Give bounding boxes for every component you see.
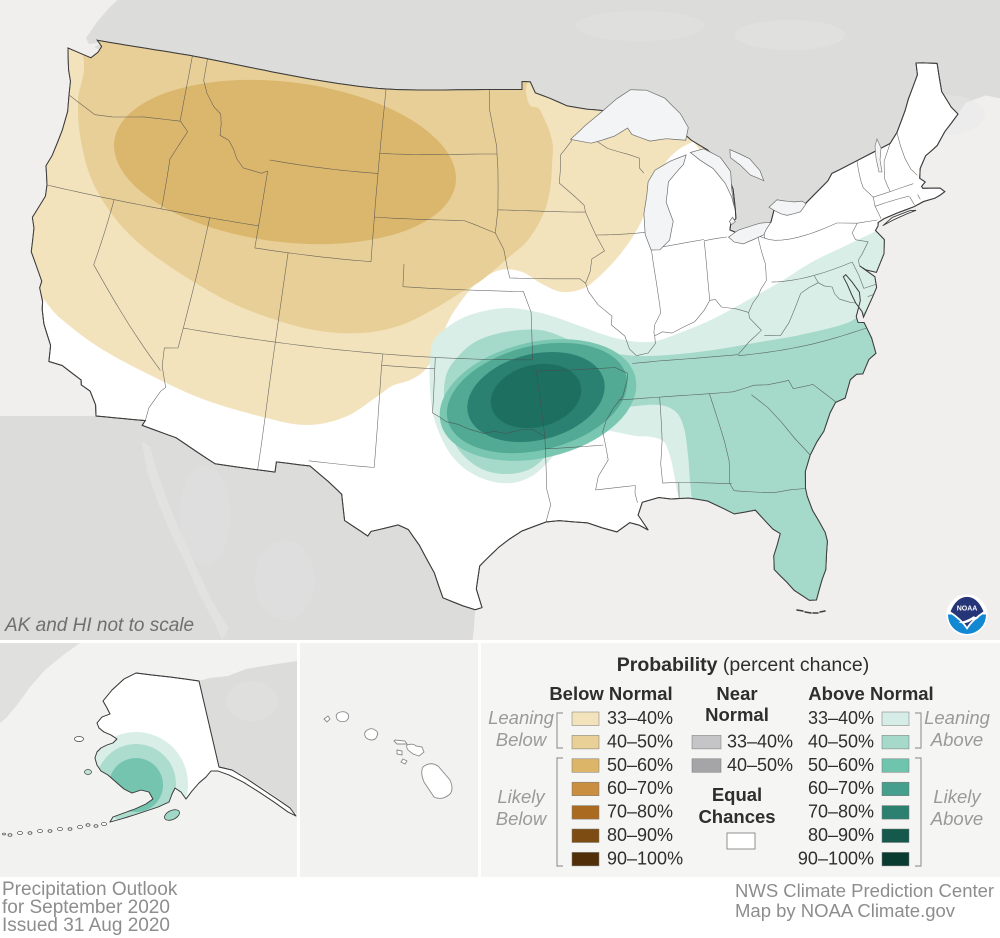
svg-text:Leaning: Leaning: [924, 707, 991, 728]
svg-text:70–80%: 70–80%: [808, 802, 874, 822]
svg-text:40–50%: 40–50%: [607, 731, 673, 751]
svg-text:Probability (percent chance): Probability (percent chance): [617, 654, 870, 676]
svg-text:70–80%: 70–80%: [607, 802, 673, 822]
svg-text:AK and HI not to scale: AK and HI not to scale: [4, 615, 194, 636]
svg-text:Above: Above: [930, 729, 983, 750]
svg-text:33–40%: 33–40%: [808, 708, 874, 728]
svg-text:Above: Above: [930, 808, 983, 829]
svg-text:Chances: Chances: [698, 806, 775, 827]
svg-text:Below Normal: Below Normal: [549, 683, 672, 704]
svg-text:Leaning: Leaning: [488, 707, 555, 728]
svg-text:Below: Below: [496, 808, 548, 829]
svg-text:40–50%: 40–50%: [808, 731, 874, 751]
svg-text:33–40%: 33–40%: [607, 708, 673, 728]
svg-text:Likely: Likely: [497, 786, 546, 807]
svg-text:50–60%: 50–60%: [808, 755, 874, 775]
svg-text:90–100%: 90–100%: [798, 848, 874, 868]
svg-text:Equal: Equal: [712, 784, 762, 805]
svg-text:33–40%: 33–40%: [727, 731, 793, 751]
svg-text:50–60%: 50–60%: [607, 755, 673, 775]
svg-text:90–100%: 90–100%: [607, 848, 683, 868]
svg-text:40–50%: 40–50%: [727, 755, 793, 775]
svg-text:Normal: Normal: [705, 704, 769, 725]
svg-text:80–90%: 80–90%: [607, 825, 673, 845]
svg-text:Below: Below: [496, 729, 548, 750]
svg-text:Above Normal: Above Normal: [808, 683, 933, 704]
svg-text:80–90%: 80–90%: [808, 825, 874, 845]
svg-text:60–70%: 60–70%: [607, 778, 673, 798]
svg-text:60–70%: 60–70%: [808, 778, 874, 798]
svg-text:Likely: Likely: [933, 786, 982, 807]
svg-text:NOAA: NOAA: [957, 606, 978, 613]
svg-text:Near: Near: [716, 683, 757, 704]
